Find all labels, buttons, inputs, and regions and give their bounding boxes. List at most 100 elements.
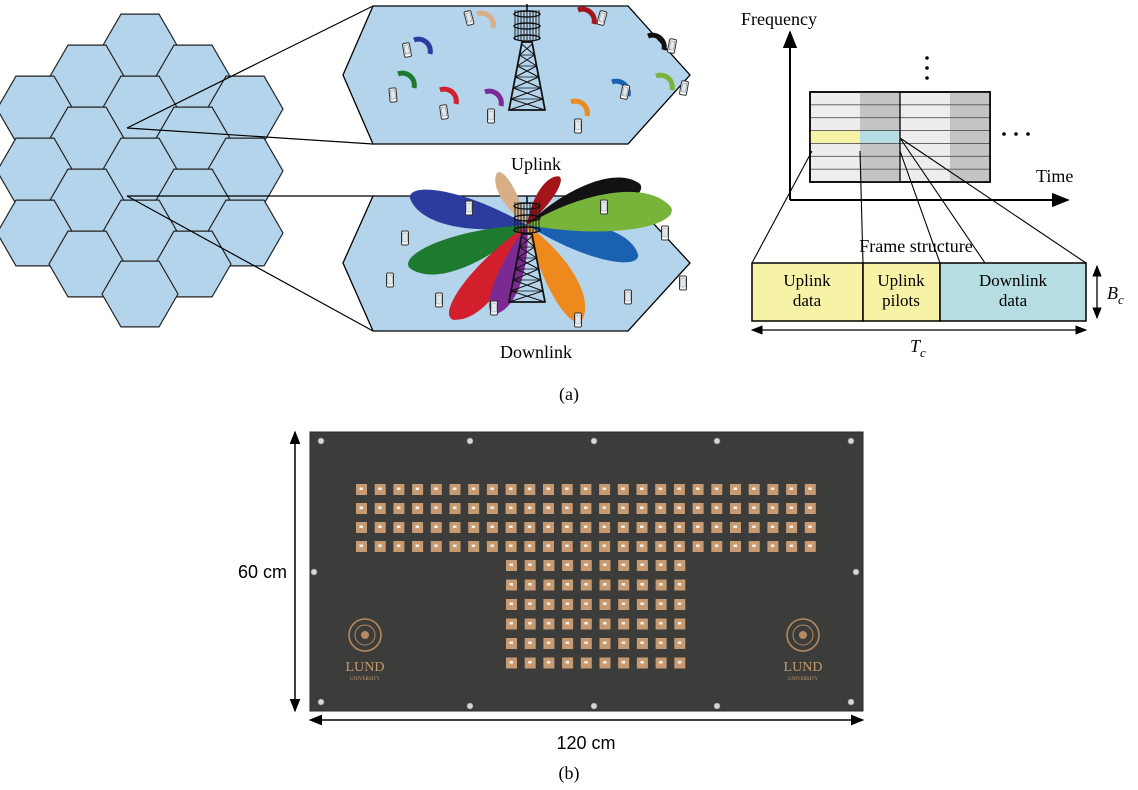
zoom-lines: [126, 5, 374, 332]
downlink-users: [386, 199, 687, 328]
logo-name-right: LUND: [784, 660, 823, 675]
downlink-beams: [408, 171, 672, 323]
downlink-label: Downlink: [500, 342, 572, 362]
screw-icon: [713, 437, 721, 445]
frame-structure: Uplink data Uplink pilots Downlink data: [751, 262, 1087, 322]
caption-a: (a): [559, 384, 579, 405]
downlink-tower-icon: [507, 196, 547, 303]
frame-structure-title: Frame structure: [859, 236, 972, 256]
screw-icon: [847, 437, 855, 445]
panel-a: Uplink Downlink Frequency Time: [0, 4, 1124, 405]
downlink-cell: [342, 171, 691, 332]
coherence-time-label: Tc: [910, 336, 926, 360]
logo-sub-right: UNIVERSITY: [788, 677, 818, 682]
user-phone-icon: [574, 118, 582, 134]
caption-b: (b): [559, 763, 580, 784]
screw-icon: [466, 437, 474, 445]
user-phone-icon: [487, 108, 495, 124]
base-station-tower-icon: [507, 196, 547, 303]
downlink-beam: [408, 225, 527, 275]
logo-name-left: LUND: [346, 660, 385, 675]
uplink-signal-arc: [439, 86, 459, 105]
uplink-data-line1: Uplink: [783, 271, 831, 290]
downlink-data-line1: Downlink: [979, 271, 1048, 290]
screw-icon: [852, 568, 860, 576]
downlink-beam: [495, 171, 527, 225]
horizontal-ellipsis-icon: [1002, 132, 1030, 136]
base-station-tower-icon: [507, 4, 547, 111]
downlink-data-line2: data: [999, 291, 1028, 310]
uplink-signal-arc: [647, 32, 667, 51]
frame-expansion-lines: [751, 137, 1087, 264]
user-phone-icon: [401, 230, 409, 246]
user-phone-icon: [386, 272, 394, 288]
hex-cell: [101, 260, 179, 328]
vertical-ellipsis-icon: [925, 56, 929, 80]
screw-icon: [466, 702, 474, 710]
uplink-data-line2: data: [793, 291, 822, 310]
antenna-array-board: [310, 432, 863, 711]
uplink-signal-arc: [484, 88, 504, 107]
screw-icon: [590, 702, 598, 710]
resource-grid: Frequency Time Frame structure: [741, 9, 1124, 360]
downlink-beam: [489, 225, 528, 315]
user-phone-icon: [661, 225, 669, 241]
user-phone-icon: [679, 275, 687, 291]
uplink-signal-arc: [570, 98, 590, 117]
antenna-patch-array: [356, 484, 816, 669]
uplink-cell: [342, 4, 691, 145]
frequency-axis-label: Frequency: [741, 9, 817, 29]
user-phone-icon: [402, 42, 412, 58]
uplink-pilots-line1: Uplink: [877, 271, 925, 290]
screw-icon: [713, 702, 721, 710]
uplink-signal-arc: [413, 36, 433, 55]
user-phone-icon: [439, 104, 449, 120]
user-phone-icon: [667, 38, 677, 54]
uplink-pilots-line2: pilots: [882, 291, 920, 310]
uplink-users: [388, 6, 689, 134]
user-phone-icon: [619, 84, 631, 100]
user-phone-icon: [600, 199, 608, 215]
user-phone-icon: [465, 200, 473, 216]
user-phone-icon: [624, 289, 632, 305]
downlink-beam: [527, 225, 586, 323]
board-screws: [310, 437, 860, 710]
user-phone-icon: [490, 300, 498, 316]
uplink-signal-arc: [476, 10, 496, 29]
downlink-beam: [527, 176, 561, 225]
screw-icon: [847, 698, 855, 706]
user-phone-icon: [435, 292, 443, 308]
user-phone-icon: [463, 10, 475, 26]
university-seal-icon: [786, 618, 820, 652]
lund-logo-left: LUND UNIVERSITY: [346, 618, 385, 682]
height-label: 60 cm: [238, 562, 287, 582]
downlink-beam: [449, 225, 527, 320]
uplink-tower-icon: [507, 4, 547, 111]
uplink-signal-arc: [397, 70, 417, 89]
uplink-signal-arc: [577, 6, 597, 25]
width-label: 120 cm: [556, 733, 615, 753]
screw-icon: [590, 437, 598, 445]
hexagonal-cell-grid: [0, 13, 284, 328]
screw-icon: [317, 437, 325, 445]
user-phone-icon: [596, 10, 608, 26]
user-phone-icon: [679, 80, 689, 96]
time-frequency-grid: [809, 91, 991, 183]
downlink-beam: [527, 222, 639, 263]
downlink-data-block: [939, 262, 1087, 322]
time-axis-label: Time: [1036, 166, 1073, 186]
logo-sub-left: UNIVERSITY: [350, 677, 380, 682]
uplink-signal-arc: [655, 72, 675, 91]
user-phone-icon: [388, 87, 398, 103]
lund-logo-right: LUND UNIVERSITY: [784, 618, 823, 682]
uplink-label: Uplink: [511, 154, 561, 174]
screw-icon: [310, 568, 318, 576]
screw-icon: [317, 698, 325, 706]
university-seal-icon: [348, 618, 382, 652]
uplink-pilots-block: [862, 262, 941, 322]
uplink-data-block: [751, 262, 864, 322]
coherence-bandwidth-label: Bc: [1107, 283, 1124, 307]
downlink-beam: [527, 191, 672, 232]
user-phone-icon: [574, 312, 582, 328]
